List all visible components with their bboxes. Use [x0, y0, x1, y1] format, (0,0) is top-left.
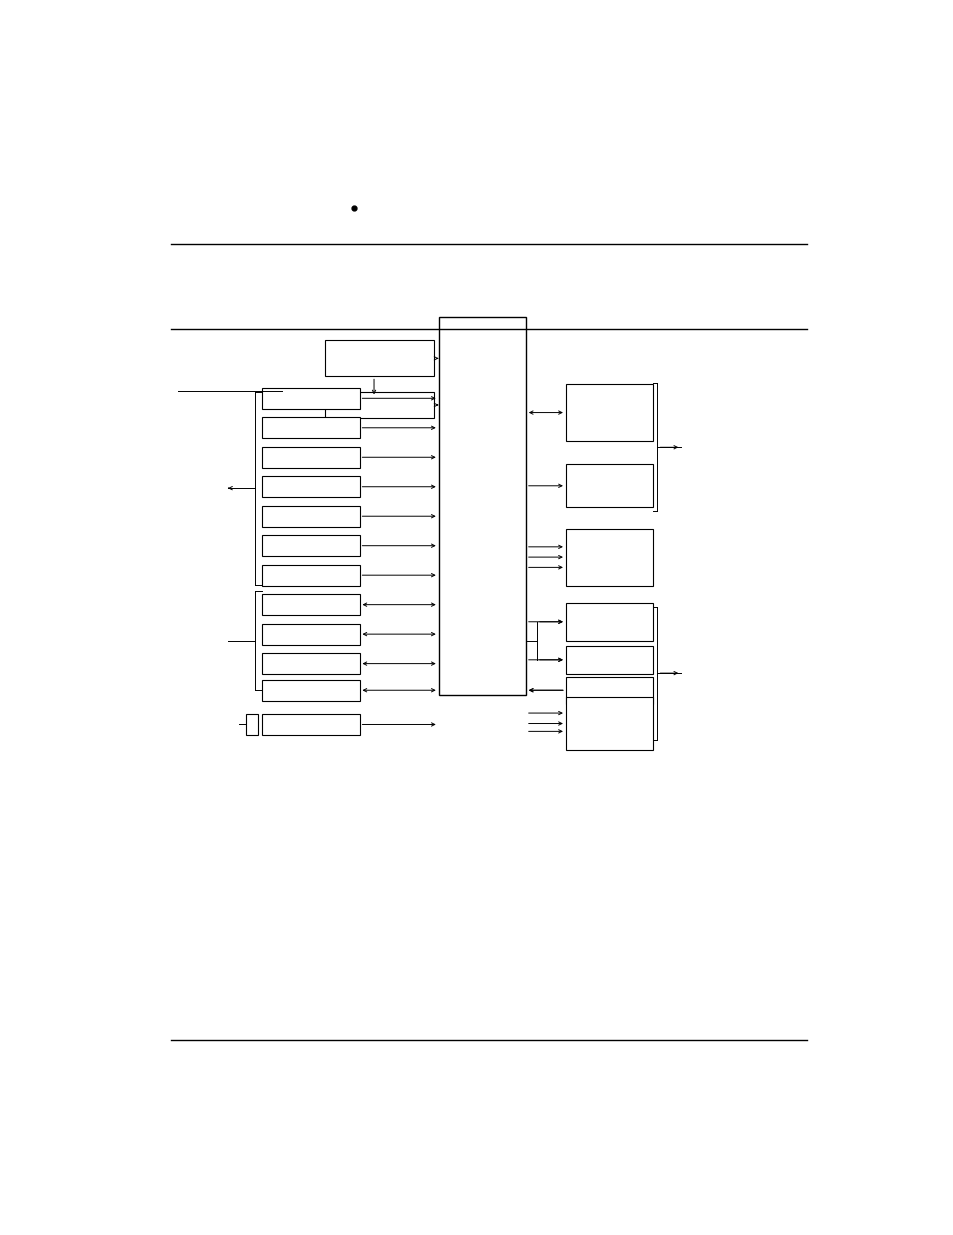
Bar — [262, 535, 359, 556]
Bar — [262, 477, 359, 498]
Bar — [324, 391, 434, 419]
Bar — [262, 447, 359, 468]
Bar — [262, 417, 359, 438]
Bar — [565, 603, 653, 641]
Bar — [262, 714, 359, 735]
Bar — [246, 714, 258, 735]
Bar — [324, 341, 434, 377]
Bar — [262, 564, 359, 585]
Bar — [565, 464, 653, 508]
Bar — [262, 506, 359, 526]
Bar — [565, 529, 653, 585]
Bar — [565, 698, 653, 750]
Bar — [565, 384, 653, 441]
Bar — [262, 679, 359, 700]
Bar — [565, 677, 653, 704]
Bar — [262, 594, 359, 615]
Bar — [262, 624, 359, 645]
Bar — [438, 316, 525, 695]
Bar — [262, 388, 359, 409]
Bar — [262, 653, 359, 674]
Bar — [565, 646, 653, 674]
